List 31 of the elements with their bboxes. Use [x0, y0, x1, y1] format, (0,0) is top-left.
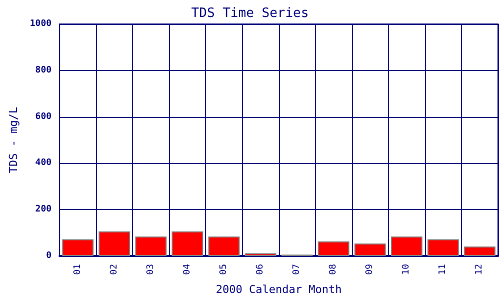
y-tick-label: 0 — [46, 251, 52, 261]
y-tick-label: 800 — [35, 65, 52, 76]
x-axis-title: 2000 Calendar Month — [216, 283, 342, 296]
bar — [208, 236, 240, 256]
bar — [172, 231, 204, 256]
bar — [390, 236, 422, 256]
y-tick-label: 1000 — [30, 19, 52, 29]
bar — [135, 236, 167, 256]
x-tick-label: 10 — [402, 264, 412, 275]
x-tick-label: 05 — [218, 264, 229, 275]
x-tick-label: 08 — [328, 264, 339, 275]
bar — [62, 239, 94, 256]
y-tick-label: 200 — [35, 204, 52, 215]
chart-title: TDS Time Series — [191, 6, 309, 21]
bar — [464, 246, 496, 256]
x-tick-label: 01 — [72, 264, 83, 275]
y-tick-label: 400 — [35, 158, 52, 168]
x-tick-label: 06 — [256, 264, 266, 275]
x-tick-label: 04 — [182, 264, 192, 275]
bar — [318, 241, 350, 256]
x-tick-label: 11 — [438, 264, 448, 275]
x-tick-label: 09 — [365, 264, 376, 275]
x-tick-label: 12 — [474, 264, 485, 275]
bar — [427, 239, 459, 256]
x-tick-label: 07 — [292, 264, 302, 275]
bar — [354, 243, 386, 256]
bar — [98, 231, 130, 256]
y-tick-label: 600 — [35, 112, 52, 122]
y-axis-title: TDS - mg/L — [7, 106, 20, 174]
x-tick-label: 03 — [146, 264, 156, 275]
x-tick-label: 02 — [109, 264, 120, 275]
